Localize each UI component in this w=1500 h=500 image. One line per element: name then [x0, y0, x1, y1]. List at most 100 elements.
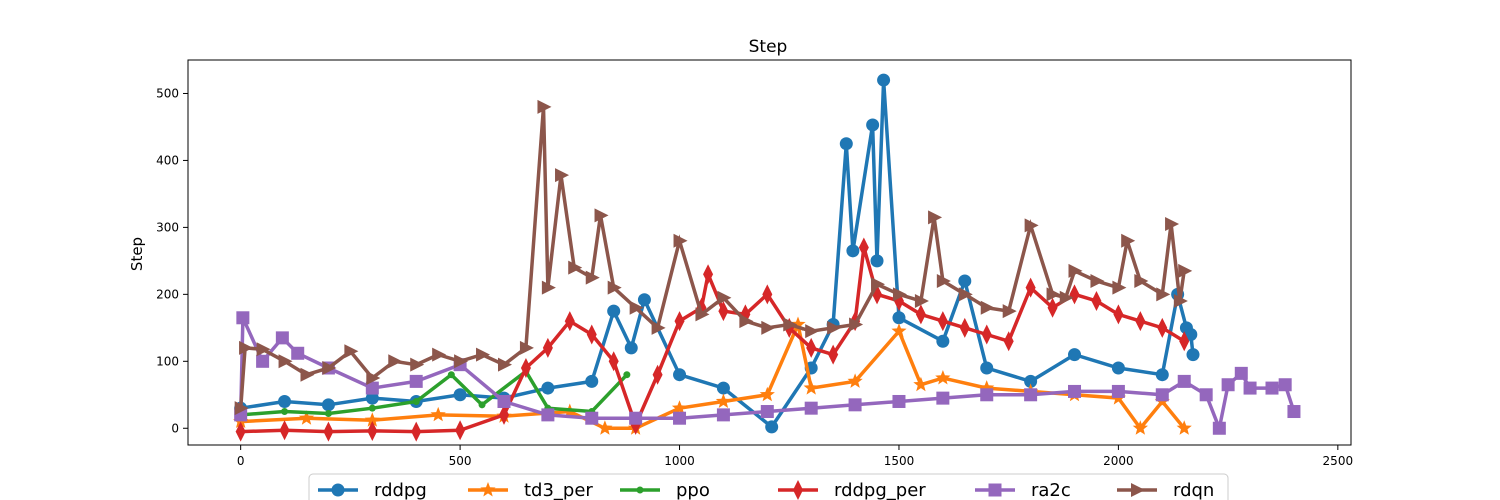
- data-point-ppo-10: [623, 371, 631, 379]
- data-point-rdqn-26: [717, 290, 732, 305]
- data-point-ra2c-13: [673, 411, 687, 425]
- series-rddpg: [234, 73, 1200, 434]
- series-ra2c: [234, 311, 1301, 435]
- data-point-ra2c-22: [1068, 384, 1082, 398]
- data-point-rddpg-24: [958, 274, 972, 288]
- data-point-rddpg-7: [541, 381, 555, 395]
- data-point-rddpg-per-36: [1113, 304, 1124, 325]
- data-point-td3-per-23: [1176, 420, 1192, 435]
- data-point-rdqn-12: [476, 347, 491, 362]
- tick-layer: 0 500 1000 1500 2000 2500 0 100 200 300 400 500: [156, 86, 1353, 468]
- legend-box: [308, 473, 1229, 500]
- data-point-rddpg-per-8: [542, 337, 553, 358]
- data-point-ppo-2: [324, 410, 332, 418]
- x-tick-label-2: 1000: [664, 454, 695, 468]
- data-point-rdqn-22: [629, 300, 644, 315]
- data-point-rddpg-12: [673, 368, 687, 382]
- data-point-rddpg-per-10: [586, 324, 597, 345]
- data-point-rddpg-per-17: [718, 301, 729, 322]
- data-point-ra2c-3: [275, 331, 289, 345]
- data-point-rddpg-5: [453, 388, 467, 402]
- x-tick-label-0: 0: [237, 454, 245, 468]
- data-point-rddpg-28: [1111, 361, 1125, 375]
- data-point-rdqn-2: [256, 342, 271, 357]
- data-point-td3-per-2: [364, 412, 380, 427]
- data-point-td3-per-1: [298, 410, 315, 425]
- data-point-td3-per-21: [1132, 420, 1148, 435]
- data-point-rddpg-per-4: [411, 421, 422, 442]
- legend-label-rddpg: rddpg: [374, 480, 427, 500]
- data-point-rdqn-24: [673, 233, 688, 248]
- data-point-td3-per-15: [913, 376, 929, 392]
- series-line-ppo: [240, 368, 629, 417]
- y-tick-label-4: 400: [156, 153, 179, 167]
- data-point-ra2c-16: [804, 401, 818, 415]
- data-point-rddpg-per-6: [498, 404, 509, 425]
- data-point-rddpg-23: [936, 334, 950, 348]
- data-point-rddpg-per-3: [367, 420, 378, 441]
- data-point-rddpg-1: [278, 394, 292, 408]
- data-point-ra2c-19: [936, 391, 950, 405]
- data-point-rddpg-26: [1024, 374, 1038, 388]
- data-point-ra2c-21: [1024, 388, 1038, 402]
- data-point-td3-per-10: [759, 386, 775, 402]
- x-tick-label-1: 500: [449, 454, 472, 468]
- data-point-rdqn-16: [541, 280, 556, 295]
- data-point-rddpg-18: [846, 244, 860, 258]
- data-point-td3-per-6: [597, 420, 613, 435]
- data-point-ppo-3: [368, 404, 376, 412]
- data-point-rdqn-36: [928, 210, 943, 225]
- data-point-rdqn-23: [651, 320, 666, 335]
- data-point-rddpg-per-7: [520, 358, 531, 378]
- data-point-rddpg-29: [1155, 368, 1169, 382]
- data-point-rddpg-per-28: [937, 311, 948, 332]
- data-point-rddpg-per-32: [1025, 277, 1036, 298]
- legend-marker-ra2c: [988, 483, 1002, 497]
- series-line-rddpg: [240, 79, 1195, 430]
- data-point-rdqn-35: [914, 294, 929, 309]
- legend-label-ra2c: ra2c: [1031, 480, 1071, 500]
- data-point-ppo-1: [281, 408, 289, 416]
- data-point-rdqn-44: [1068, 263, 1083, 278]
- data-point-td3-per-14: [891, 323, 907, 338]
- y-tick-label-5: 500: [156, 86, 179, 100]
- data-point-rdqn-42: [1046, 287, 1061, 302]
- data-point-rddpg-21: [877, 73, 891, 87]
- data-point-td3-per-13: [847, 373, 863, 388]
- data-point-rdqn-1: [239, 340, 254, 355]
- data-point-rdqn-15: [537, 99, 552, 114]
- data-point-ra2c-31: [1265, 381, 1279, 395]
- data-point-td3-per-11: [790, 316, 806, 331]
- data-point-rddpg-per-21: [806, 337, 817, 358]
- data-point-rddpg-per-33: [1047, 297, 1058, 318]
- data-point-rdqn-49: [1156, 287, 1171, 302]
- data-point-rddpg-25: [980, 361, 994, 375]
- data-point-rddpg-per-38: [1157, 317, 1168, 338]
- data-point-rddpg-9: [607, 304, 621, 318]
- data-point-rddpg-19: [866, 118, 880, 132]
- data-point-rddpg-3: [365, 391, 379, 405]
- data-point-rdqn-6: [344, 344, 359, 359]
- data-point-rddpg-2: [321, 398, 335, 412]
- plot-frame: [187, 59, 1352, 446]
- legend-label-td3-per: td3_per: [524, 480, 593, 500]
- data-point-rdqn-3: [278, 354, 293, 369]
- data-point-rddpg-32: [1184, 328, 1198, 342]
- data-point-ra2c-7: [409, 374, 423, 388]
- data-point-td3-per-8: [671, 400, 688, 415]
- data-point-ra2c-28: [1221, 378, 1235, 392]
- legend-label-ppo: ppo: [676, 480, 710, 500]
- data-point-td3-per-17: [979, 380, 995, 395]
- data-point-rdqn-28: [761, 320, 776, 335]
- data-point-rddpg-per-39: [1179, 331, 1190, 352]
- data-point-ra2c-29: [1234, 366, 1248, 380]
- x-tick-label-5: 2500: [1323, 454, 1354, 468]
- data-point-rddpg-per-11: [608, 351, 619, 372]
- legend: rddpg td3_per ppo rddpg_per ra2c rdqn: [308, 473, 1229, 500]
- data-point-rdqn-48: [1134, 273, 1149, 288]
- data-point-rdqn-51: [1173, 294, 1188, 309]
- data-point-rddpg-per-22: [828, 344, 839, 365]
- data-point-rdqn-0: [234, 401, 249, 416]
- data-point-rdqn-31: [827, 320, 842, 335]
